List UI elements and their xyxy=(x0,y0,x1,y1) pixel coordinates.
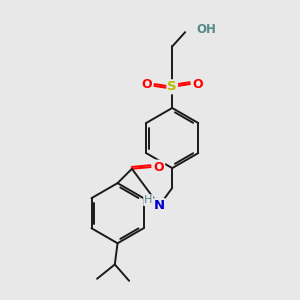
Text: N: N xyxy=(154,199,165,212)
Text: S: S xyxy=(167,80,177,93)
Text: H: H xyxy=(144,195,152,205)
Text: O: O xyxy=(142,78,152,91)
Text: O: O xyxy=(154,160,164,174)
Text: OH: OH xyxy=(196,23,216,36)
Text: O: O xyxy=(192,78,203,91)
